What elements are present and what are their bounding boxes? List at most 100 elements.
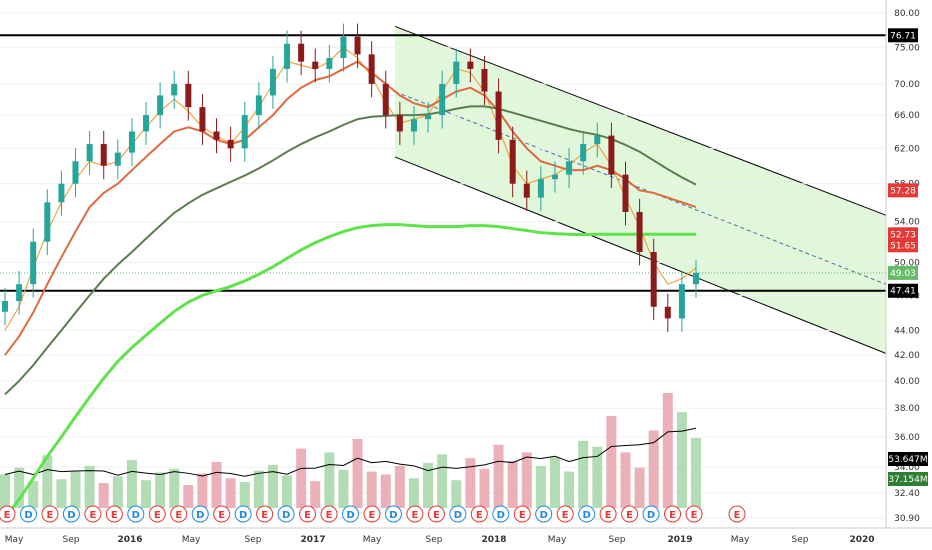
event-marker-letter: D: [497, 510, 505, 521]
y-axis-tick-label: 44.00: [894, 326, 920, 336]
earnings-event-icon: E: [105, 505, 123, 523]
earnings-event-icon: E: [427, 505, 445, 523]
event-marker-circle: [62, 505, 80, 523]
event-marker-circle: [384, 505, 402, 523]
event-marker-letter: E: [89, 510, 96, 521]
dividend-event-icon: D: [535, 505, 553, 523]
volume-badge: 53.647M: [888, 452, 928, 466]
y-axis-tick-label: 30.90: [894, 514, 920, 524]
candle-body: [326, 57, 333, 69]
event-marker-circle: [642, 505, 660, 523]
event-marker-letter: E: [304, 510, 311, 521]
x-axis-tick-label: Sep: [792, 535, 809, 545]
volume-bar: [197, 473, 208, 508]
future-earnings-event-icon: E: [728, 505, 746, 523]
price-badge-bg: [888, 265, 918, 280]
dividend-event-icon: D: [449, 505, 467, 523]
price-badge-label: 57.28: [890, 186, 916, 196]
price-badge: 57.28: [888, 183, 918, 198]
candle-body: [410, 119, 417, 132]
dividend-event-icon: D: [384, 505, 402, 523]
price-badge: 76.71: [888, 28, 918, 43]
volume-bar: [535, 465, 546, 508]
moving-average-line-4: [4, 105, 697, 396]
event-marker-circle: [449, 505, 467, 523]
volume-bar: [112, 476, 123, 508]
x-axis: May Sep 2016 May Sep 2017 May Sep 2018 May Sep 2019…: [0, 527, 932, 545]
event-marker-circle: [170, 505, 188, 523]
candle-body: [396, 115, 403, 132]
dividend-event-icon: D: [492, 505, 510, 523]
candle-body: [481, 68, 488, 92]
event-marker-circle: [664, 505, 682, 523]
x-axis-tick-label: May: [5, 535, 24, 545]
volume-bar: [239, 482, 250, 508]
volume-bar: [676, 412, 687, 508]
volume-bar: [437, 454, 448, 508]
candle-body: [298, 43, 305, 62]
dividend-event-icon: D: [127, 505, 145, 523]
event-marker-letter: D: [346, 510, 354, 521]
y-axis-tick-label: 66.00: [894, 111, 920, 121]
earnings-event-icon: E: [84, 505, 102, 523]
candle-body: [255, 95, 262, 116]
volume-bar: [479, 468, 490, 508]
y-axis-tick-label: 70.00: [894, 80, 920, 90]
price-badge-bg: [888, 28, 918, 43]
candle-body: [340, 36, 347, 58]
event-marker-letter: E: [326, 510, 333, 521]
candle-body: [439, 83, 446, 116]
event-marker-circle: [127, 505, 145, 523]
event-marker-circle: [728, 505, 746, 523]
event-marker-letter: E: [562, 510, 569, 521]
candle-body: [58, 183, 65, 203]
event-marker-circle: [342, 505, 359, 523]
candle-body: [523, 183, 530, 198]
volume-bar: [606, 416, 617, 508]
candle-body: [368, 54, 375, 84]
earnings-event-icon: E: [621, 505, 639, 523]
price-badge-bg: [888, 238, 918, 253]
event-marker-circle: [363, 505, 381, 523]
x-axis-tick-label: 2018: [481, 535, 506, 545]
candle-body: [269, 68, 276, 96]
channel-midline: [394, 91, 886, 285]
price-badge-label: 47.41: [890, 287, 916, 297]
earnings-event-icon: E: [41, 505, 59, 523]
y-axis-tick-label: 42.00: [894, 351, 920, 361]
dividend-event-icon: D: [234, 505, 252, 523]
volume-bars: [0, 393, 701, 508]
volume-bar: [380, 474, 391, 508]
price-badge-label: 76.71: [890, 31, 916, 41]
candle-body: [608, 135, 615, 175]
earnings-event-icon: E: [556, 505, 574, 523]
volume-bar: [28, 481, 39, 508]
dividend-event-icon: D: [62, 505, 80, 523]
event-marker-circle: [320, 505, 338, 523]
event-marker-circle: [556, 505, 574, 523]
volume-bar: [211, 462, 222, 508]
volume-bar: [408, 478, 419, 508]
earnings-event-icon: E: [513, 505, 531, 523]
earnings-event-icon: E: [256, 505, 274, 523]
event-marker-letter: E: [626, 510, 633, 521]
event-marker-letter: E: [154, 510, 161, 521]
x-axis-tick-label: Sep: [426, 535, 443, 545]
dividend-event-icon: D: [642, 505, 660, 523]
event-marker-circle: [148, 505, 166, 523]
candle-body: [199, 107, 206, 132]
event-marker-letter: E: [369, 510, 376, 521]
event-marker-letter: D: [583, 510, 591, 521]
candle-body: [594, 135, 601, 145]
earnings-event-icon: E: [148, 505, 166, 523]
x-axis-tick-label: Sep: [245, 535, 262, 545]
candle-body: [678, 284, 685, 319]
candle-body: [636, 211, 643, 252]
earnings-event-icon: E: [299, 505, 317, 523]
moving-average-line-5: [3, 223, 696, 519]
x-axis-tick-label: 2019: [667, 535, 692, 545]
y-axis: 80.0075.0070.0066.0062.0058.0054.0050.00…: [885, 0, 920, 528]
candle-body: [650, 251, 657, 307]
event-marker-letter: D: [647, 510, 655, 521]
